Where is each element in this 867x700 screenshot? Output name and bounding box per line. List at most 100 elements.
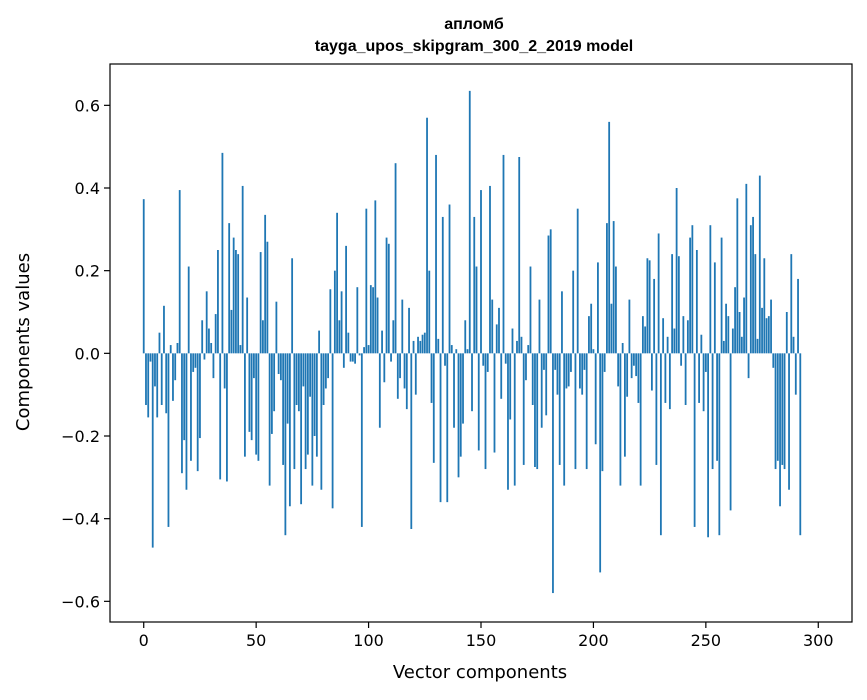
bar <box>525 353 527 381</box>
bar <box>441 216 444 354</box>
bar <box>704 353 707 372</box>
bar <box>282 353 285 465</box>
bar <box>414 353 417 395</box>
bar <box>342 353 345 368</box>
y-tick-label: 0.6 <box>75 96 100 115</box>
bar <box>603 353 606 372</box>
bar <box>244 353 246 457</box>
bar <box>459 353 462 457</box>
bar <box>556 353 559 395</box>
bar <box>199 353 201 439</box>
bar <box>648 260 651 354</box>
bar <box>410 353 413 529</box>
bar <box>230 309 233 354</box>
bar <box>313 353 316 436</box>
bar <box>453 353 455 428</box>
bar <box>606 223 608 354</box>
bar <box>570 353 572 372</box>
bar <box>484 353 487 470</box>
x-tick-label: 100 <box>353 631 384 650</box>
bar <box>722 340 725 354</box>
bar <box>653 278 656 354</box>
bar <box>540 353 543 428</box>
bar <box>635 353 638 377</box>
bar <box>145 353 147 405</box>
bar <box>545 353 548 416</box>
bar <box>475 266 478 354</box>
bar <box>208 328 210 354</box>
bar <box>318 330 321 354</box>
bar <box>738 312 741 354</box>
bar <box>448 204 451 354</box>
bar <box>457 353 460 478</box>
bar <box>181 353 183 474</box>
bar <box>518 157 521 354</box>
bar <box>320 353 323 490</box>
bar <box>498 307 500 354</box>
x-axis-label: Vector components <box>393 662 567 683</box>
bar <box>574 353 577 470</box>
bar <box>482 353 485 366</box>
chart-subtitle: tayga_upos_skipgram_300_2_2019 model <box>315 38 633 55</box>
bar <box>522 353 525 465</box>
bar <box>169 345 172 354</box>
bar <box>286 353 289 424</box>
bar <box>160 353 163 405</box>
bar <box>217 250 219 354</box>
bar <box>736 198 739 354</box>
bar <box>356 287 359 354</box>
y-tick-label: −0.4 <box>61 510 100 529</box>
bar <box>417 336 419 354</box>
bar <box>693 353 696 527</box>
bar <box>374 200 377 354</box>
bar <box>711 353 714 470</box>
bar <box>646 258 649 354</box>
bar <box>194 353 197 368</box>
bar <box>327 353 329 379</box>
bar <box>504 353 507 364</box>
bar <box>183 353 186 441</box>
x-tick-label: 200 <box>578 631 609 650</box>
bar <box>779 353 781 507</box>
y-axis-label: Components values <box>13 253 34 431</box>
bar <box>785 312 788 354</box>
y-tick-label: 0.4 <box>75 179 100 198</box>
bar <box>536 353 539 470</box>
bar <box>264 214 267 354</box>
bar <box>639 353 642 486</box>
bar <box>572 270 575 354</box>
bar <box>228 223 231 354</box>
bar <box>637 353 640 403</box>
bar <box>306 353 309 455</box>
bar <box>273 353 276 412</box>
bar <box>720 237 723 354</box>
bar <box>702 353 705 412</box>
bar <box>561 291 563 354</box>
bar <box>756 338 759 354</box>
bar <box>633 353 635 366</box>
chart-title: апломб <box>444 16 504 33</box>
bar <box>408 307 410 354</box>
bar <box>365 208 368 354</box>
bar <box>385 237 388 354</box>
bar <box>520 336 523 354</box>
bar <box>718 353 721 536</box>
bar <box>585 353 588 470</box>
y-tick-label: 0.0 <box>75 344 100 363</box>
bar <box>345 245 347 354</box>
bar <box>511 328 514 354</box>
bar <box>666 336 669 354</box>
bar <box>480 190 482 354</box>
bar <box>383 353 386 383</box>
bar <box>689 237 692 354</box>
bar <box>680 353 683 366</box>
bar <box>147 353 150 418</box>
bar <box>538 299 541 354</box>
bar <box>430 353 433 403</box>
bar <box>392 320 395 354</box>
bar <box>783 353 786 470</box>
bar <box>754 254 757 354</box>
bar <box>324 353 327 389</box>
bar <box>727 316 730 354</box>
bar <box>412 340 415 354</box>
